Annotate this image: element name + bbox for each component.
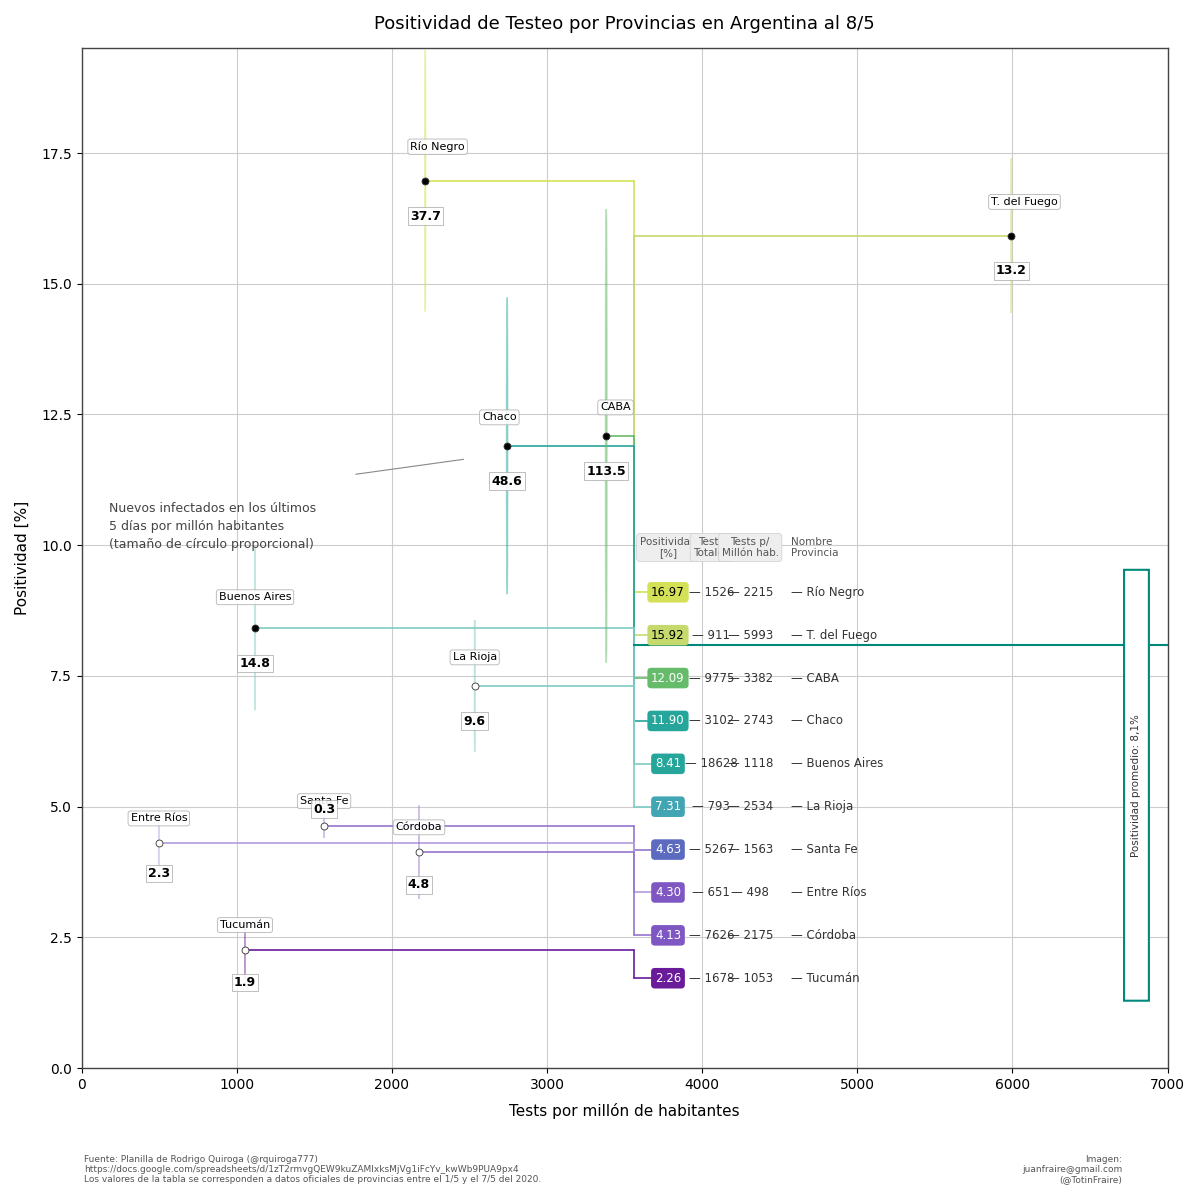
Text: — 2534: — 2534 (727, 800, 773, 814)
Text: — Córdoba: — Córdoba (791, 929, 856, 942)
Text: Tests p/
Millón hab.: Tests p/ Millón hab. (721, 536, 779, 558)
Text: 12.09: 12.09 (652, 672, 685, 684)
Text: Nombre
Provincia: Nombre Provincia (791, 536, 838, 558)
Text: — 3102: — 3102 (689, 714, 734, 727)
Text: — Río Negro: — Río Negro (791, 586, 864, 599)
Text: Entre Ríos: Entre Ríos (131, 814, 187, 823)
Title: Positividad de Testeo por Provincias en Argentina al 8/5: Positividad de Testeo por Provincias en … (374, 14, 875, 32)
Text: — 793: — 793 (692, 800, 731, 814)
Text: 2.3: 2.3 (148, 866, 170, 880)
Text: 15.92: 15.92 (652, 629, 685, 642)
Text: Río Negro: Río Negro (410, 142, 464, 152)
Text: — 2215: — 2215 (727, 586, 773, 599)
Text: — 7626: — 7626 (689, 929, 734, 942)
Text: 13.2: 13.2 (996, 264, 1027, 277)
Text: 4.30: 4.30 (655, 886, 680, 899)
Text: CABA: CABA (600, 402, 631, 413)
X-axis label: Tests por millón de habitantes: Tests por millón de habitantes (509, 1103, 740, 1118)
Text: 4.8: 4.8 (408, 878, 430, 892)
Text: — Chaco: — Chaco (791, 714, 842, 727)
Text: — 498: — 498 (731, 886, 769, 899)
Text: Imagen:
juanfraire@gmail.com
(@TotinFraire): Imagen: juanfraire@gmail.com (@TotinFrai… (1021, 1154, 1122, 1184)
Text: T. del Fuego: T. del Fuego (991, 197, 1058, 206)
Text: 8.41: 8.41 (655, 757, 682, 770)
Text: — La Rioja: — La Rioja (791, 800, 853, 814)
Text: — T. del Fuego: — T. del Fuego (791, 629, 877, 642)
Text: — Tucumán: — Tucumán (791, 972, 859, 985)
Text: — CABA: — CABA (791, 672, 839, 684)
Text: Chaco: Chaco (482, 413, 517, 422)
Text: — 2175: — 2175 (727, 929, 773, 942)
Text: — 1678: — 1678 (689, 972, 734, 985)
Text: 0.3: 0.3 (313, 803, 335, 816)
Text: Córdoba: Córdoba (396, 822, 443, 833)
Text: — Buenos Aires: — Buenos Aires (791, 757, 883, 770)
Text: 1.9: 1.9 (234, 976, 256, 989)
Text: — 651: — 651 (692, 886, 731, 899)
Text: Positividad
[%]: Positividad [%] (640, 536, 696, 558)
Y-axis label: Positividad [%]: Positividad [%] (14, 502, 30, 616)
Text: — 18628: — 18628 (685, 757, 738, 770)
Text: 11.90: 11.90 (652, 714, 685, 727)
Text: — 1563: — 1563 (727, 844, 773, 856)
Text: 48.6: 48.6 (492, 475, 522, 487)
Text: — Entre Ríos: — Entre Ríos (791, 886, 866, 899)
Text: — 3382: — 3382 (727, 672, 773, 684)
Text: Fuente: Planilla de Rodrigo Quiroga (@rquiroga777)
https://docs.google.com/sprea: Fuente: Planilla de Rodrigo Quiroga (@rq… (84, 1154, 541, 1184)
Text: 37.7: 37.7 (409, 210, 440, 222)
Text: — Santa Fe: — Santa Fe (791, 844, 857, 856)
Text: 4.13: 4.13 (655, 929, 682, 942)
Text: Buenos Aires: Buenos Aires (218, 593, 292, 602)
Text: Positividad promedio: 8,1%: Positividad promedio: 8,1% (1132, 714, 1141, 857)
Text: — 1118: — 1118 (727, 757, 773, 770)
Text: — 1053: — 1053 (727, 972, 773, 985)
Text: La Rioja: La Rioja (452, 653, 497, 662)
Text: — 1526: — 1526 (689, 586, 734, 599)
Text: — 5993: — 5993 (727, 629, 773, 642)
Text: — 2743: — 2743 (727, 714, 773, 727)
Text: 2.26: 2.26 (655, 972, 682, 985)
Text: Santa Fe: Santa Fe (300, 796, 348, 806)
Text: — 9775: — 9775 (689, 672, 734, 684)
Text: Tucumán: Tucumán (220, 920, 270, 930)
Text: — 911: — 911 (692, 629, 731, 642)
Text: 113.5: 113.5 (587, 464, 626, 478)
Text: Tests
Totales: Tests Totales (694, 536, 730, 558)
Text: Nuevos infectados en los últimos
5 días por millón habitantes
(tamaño de círculo: Nuevos infectados en los últimos 5 días … (109, 503, 316, 551)
Text: 4.63: 4.63 (655, 844, 682, 856)
FancyBboxPatch shape (1124, 570, 1148, 1001)
Text: 9.6: 9.6 (463, 715, 486, 727)
Text: 16.97: 16.97 (652, 586, 685, 599)
Text: 14.8: 14.8 (240, 658, 270, 670)
Text: 7.31: 7.31 (655, 800, 682, 814)
Circle shape (606, 209, 607, 662)
Text: — 5267: — 5267 (689, 844, 734, 856)
